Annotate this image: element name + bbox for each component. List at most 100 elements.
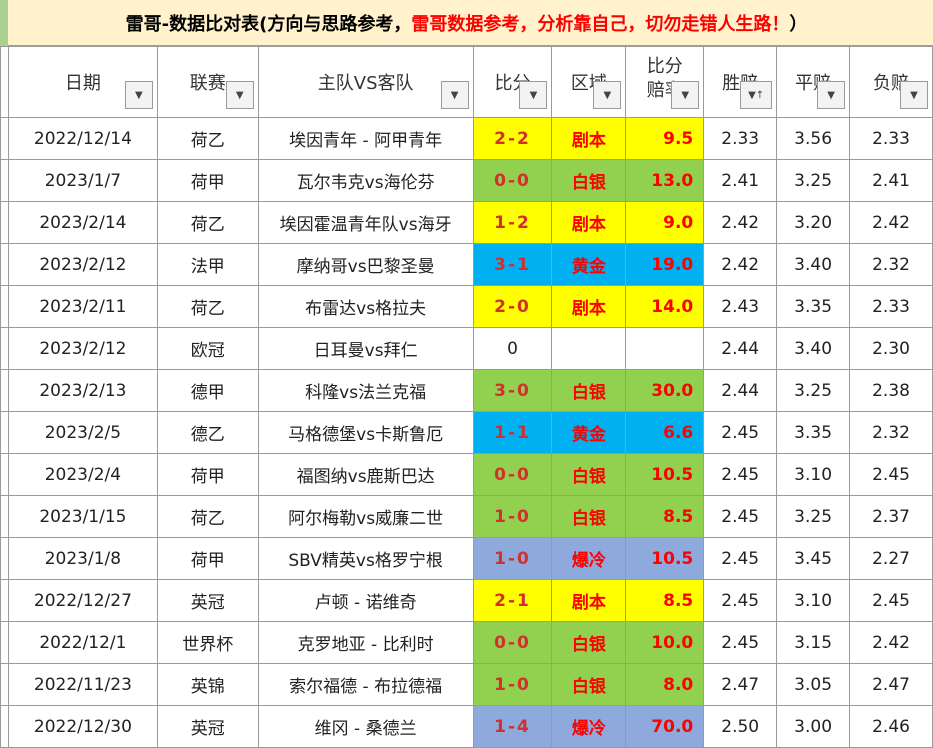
odds-cell[interactable]: 19.0	[625, 243, 705, 286]
lose-odds-cell[interactable]: 2.42	[849, 621, 933, 664]
league-cell[interactable]: 法甲	[156, 243, 259, 286]
row-stub-cell[interactable]	[0, 285, 9, 328]
odds-cell[interactable]: 13.0	[625, 159, 705, 202]
filter-dropdown-icon[interactable]: ▼	[900, 81, 928, 109]
zone-cell[interactable]: 剧本	[551, 201, 627, 244]
filter-dropdown-icon[interactable]: ▼	[817, 81, 846, 109]
match-cell[interactable]: 卢顿 - 诺维奇	[257, 579, 474, 622]
lose-odds-cell[interactable]: 2.27	[849, 537, 933, 580]
draw-odds-cell[interactable]: 3.05	[776, 663, 851, 706]
odds-cell[interactable]: 10.0	[625, 621, 705, 664]
lose-odds-cell[interactable]: 2.45	[849, 453, 933, 496]
row-stub-cell[interactable]	[0, 159, 9, 202]
match-cell[interactable]: 埃因青年 - 阿甲青年	[257, 117, 474, 160]
draw-odds-cell[interactable]: 3.25	[776, 495, 851, 538]
match-cell[interactable]: 瓦尔韦克vs海伦芬	[257, 159, 474, 202]
league-cell[interactable]: 英冠	[156, 705, 259, 748]
score-cell[interactable]: 3-0	[472, 369, 553, 412]
league-cell[interactable]: 荷乙	[156, 285, 259, 328]
zone-cell[interactable]: 剧本	[551, 579, 627, 622]
zone-cell[interactable]	[551, 327, 627, 370]
league-cell[interactable]: 世界杯	[156, 621, 259, 664]
draw-odds-cell[interactable]: 3.10	[776, 453, 851, 496]
row-stub-cell[interactable]	[0, 537, 9, 580]
odds-cell[interactable]: 6.6	[625, 411, 705, 454]
match-cell[interactable]: 阿尔梅勒vs威廉二世	[257, 495, 474, 538]
row-stub-cell[interactable]	[0, 579, 9, 622]
win-odds-cell[interactable]: 2.45	[703, 453, 778, 496]
zone-cell[interactable]: 白银	[551, 159, 627, 202]
win-odds-cell[interactable]: 2.45	[703, 621, 778, 664]
score-cell[interactable]: 1-0	[472, 663, 553, 706]
draw-odds-cell[interactable]: 3.15	[776, 621, 851, 664]
filter-dropdown-icon[interactable]: ▼	[519, 81, 548, 109]
filter-dropdown-icon[interactable]: ▼	[593, 81, 622, 109]
row-stub-cell[interactable]	[0, 243, 9, 286]
league-cell[interactable]: 荷乙	[156, 201, 259, 244]
date-cell[interactable]: 2023/2/11	[7, 285, 158, 328]
row-stub-cell[interactable]	[0, 453, 9, 496]
date-cell[interactable]: 2023/2/12	[7, 243, 158, 286]
lose-odds-cell[interactable]: 2.45	[849, 579, 933, 622]
odds-cell[interactable]: 8.0	[625, 663, 705, 706]
draw-odds-cell[interactable]: 3.45	[776, 537, 851, 580]
score-cell[interactable]: 2-1	[472, 579, 553, 622]
lose-odds-cell[interactable]: 2.33	[849, 117, 933, 160]
score-cell[interactable]: 1-2	[472, 201, 553, 244]
win-odds-cell[interactable]: 2.33	[703, 117, 778, 160]
match-cell[interactable]: 摩纳哥vs巴黎圣曼	[257, 243, 474, 286]
win-odds-cell[interactable]: 2.50	[703, 705, 778, 748]
score-cell[interactable]: 2-0	[472, 285, 553, 328]
row-stub-cell[interactable]	[0, 201, 9, 244]
zone-cell[interactable]: 黄金	[551, 243, 627, 286]
match-cell[interactable]: 马格德堡vs卡斯鲁厄	[257, 411, 474, 454]
win-odds-cell[interactable]: 2.45	[703, 411, 778, 454]
match-cell[interactable]: 索尔福德 - 布拉德福	[257, 663, 474, 706]
odds-cell[interactable]: 14.0	[625, 285, 705, 328]
odds-cell[interactable]: 70.0	[625, 705, 705, 748]
league-cell[interactable]: 荷甲	[156, 537, 259, 580]
score-cell[interactable]: 3-1	[472, 243, 553, 286]
draw-odds-cell[interactable]: 3.00	[776, 705, 851, 748]
filter-dropdown-icon[interactable]: ▼	[225, 81, 254, 109]
filter-dropdown-icon[interactable]: ▼	[440, 81, 469, 109]
zone-cell[interactable]: 剧本	[551, 285, 627, 328]
zone-cell[interactable]: 白银	[551, 495, 627, 538]
draw-odds-cell[interactable]: 3.25	[776, 159, 851, 202]
date-cell[interactable]: 2023/2/13	[7, 369, 158, 412]
win-odds-cell[interactable]: 2.42	[703, 201, 778, 244]
row-stub-cell[interactable]	[0, 369, 9, 412]
date-cell[interactable]: 2023/1/8	[7, 537, 158, 580]
zone-cell[interactable]: 白银	[551, 621, 627, 664]
sort-ascending-icon[interactable]: ▼↑	[740, 81, 773, 109]
match-cell[interactable]: 克罗地亚 - 比利时	[257, 621, 474, 664]
league-cell[interactable]: 英冠	[156, 579, 259, 622]
score-cell[interactable]: 0-0	[472, 621, 553, 664]
score-cell[interactable]: 1-4	[472, 705, 553, 748]
odds-cell[interactable]: 9.0	[625, 201, 705, 244]
lose-odds-cell[interactable]: 2.38	[849, 369, 933, 412]
zone-cell[interactable]: 白银	[551, 369, 627, 412]
score-cell[interactable]: 1-0	[472, 537, 553, 580]
league-cell[interactable]: 荷甲	[156, 453, 259, 496]
score-cell[interactable]: 1-1	[472, 411, 553, 454]
score-cell[interactable]: 2-2	[472, 117, 553, 160]
date-cell[interactable]: 2022/11/23	[7, 663, 158, 706]
lose-odds-cell[interactable]: 2.32	[849, 243, 933, 286]
lose-odds-cell[interactable]: 2.30	[849, 327, 933, 370]
win-odds-cell[interactable]: 2.47	[703, 663, 778, 706]
score-cell[interactable]: 0-0	[472, 159, 553, 202]
zone-cell[interactable]: 爆冷	[551, 705, 627, 748]
win-odds-cell[interactable]: 2.42	[703, 243, 778, 286]
zone-cell[interactable]: 白银	[551, 663, 627, 706]
zone-cell[interactable]: 爆冷	[551, 537, 627, 580]
win-odds-cell[interactable]: 2.44	[703, 327, 778, 370]
zone-cell[interactable]: 白银	[551, 453, 627, 496]
row-stub-cell[interactable]	[0, 663, 9, 706]
draw-odds-cell[interactable]: 3.20	[776, 201, 851, 244]
league-cell[interactable]: 英锦	[156, 663, 259, 706]
odds-cell[interactable]: 10.5	[625, 537, 705, 580]
match-cell[interactable]: SBV精英vs格罗宁根	[257, 537, 474, 580]
match-cell[interactable]: 布雷达vs格拉夫	[257, 285, 474, 328]
win-odds-cell[interactable]: 2.43	[703, 285, 778, 328]
